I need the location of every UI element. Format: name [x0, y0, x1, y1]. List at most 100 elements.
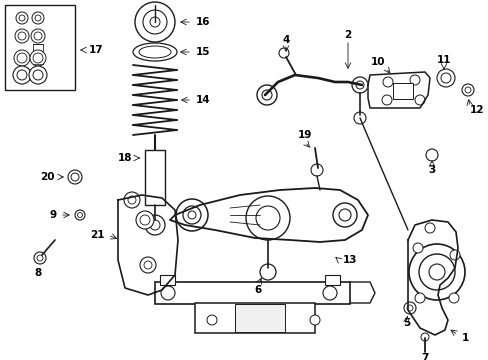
- Circle shape: [408, 244, 464, 300]
- Polygon shape: [407, 220, 457, 335]
- Circle shape: [414, 95, 424, 105]
- Circle shape: [128, 196, 136, 204]
- Circle shape: [183, 206, 201, 224]
- Circle shape: [309, 315, 319, 325]
- Circle shape: [245, 196, 289, 240]
- Circle shape: [461, 84, 473, 96]
- Text: 17: 17: [89, 45, 103, 55]
- Circle shape: [135, 2, 175, 42]
- Text: 20: 20: [41, 172, 55, 182]
- Bar: [235, 304, 285, 332]
- Circle shape: [145, 215, 164, 235]
- Circle shape: [353, 112, 365, 124]
- Circle shape: [436, 69, 454, 87]
- Circle shape: [448, 293, 458, 303]
- Circle shape: [30, 50, 46, 66]
- Circle shape: [68, 170, 82, 184]
- Circle shape: [381, 95, 391, 105]
- Circle shape: [15, 29, 29, 43]
- Circle shape: [75, 210, 85, 220]
- Circle shape: [187, 211, 196, 219]
- Circle shape: [176, 199, 207, 231]
- Text: 3: 3: [427, 165, 435, 175]
- Text: 19: 19: [297, 130, 311, 140]
- Circle shape: [412, 243, 422, 253]
- Text: 21: 21: [90, 230, 105, 240]
- Bar: [5, 5, 75, 90]
- Circle shape: [150, 220, 160, 230]
- Circle shape: [16, 12, 28, 24]
- Circle shape: [34, 252, 46, 264]
- Text: 6: 6: [254, 285, 261, 295]
- Circle shape: [260, 264, 275, 280]
- Text: 14: 14: [196, 95, 210, 105]
- Circle shape: [14, 50, 30, 66]
- Circle shape: [382, 77, 392, 87]
- Circle shape: [257, 85, 276, 105]
- Circle shape: [19, 15, 25, 21]
- Circle shape: [140, 257, 156, 273]
- Bar: [160, 275, 175, 285]
- Circle shape: [71, 173, 79, 181]
- Bar: [145, 150, 164, 205]
- Circle shape: [310, 164, 323, 176]
- Circle shape: [440, 73, 450, 83]
- Polygon shape: [367, 72, 429, 108]
- Circle shape: [323, 286, 336, 300]
- Circle shape: [136, 211, 154, 229]
- Circle shape: [33, 53, 43, 63]
- Circle shape: [34, 32, 42, 40]
- Circle shape: [425, 149, 437, 161]
- Circle shape: [409, 75, 419, 85]
- Circle shape: [31, 29, 45, 43]
- Circle shape: [355, 81, 363, 89]
- Circle shape: [414, 293, 424, 303]
- Circle shape: [418, 254, 454, 290]
- Text: 16: 16: [196, 17, 210, 27]
- Circle shape: [332, 203, 356, 227]
- Text: 13: 13: [342, 255, 357, 265]
- Circle shape: [140, 215, 150, 225]
- Text: 11: 11: [436, 55, 450, 65]
- Text: 4: 4: [282, 35, 289, 45]
- Circle shape: [17, 70, 27, 80]
- Polygon shape: [170, 188, 367, 242]
- Circle shape: [406, 305, 412, 311]
- Circle shape: [464, 87, 470, 93]
- Circle shape: [161, 286, 175, 300]
- Bar: [155, 282, 349, 304]
- Text: 10: 10: [370, 57, 385, 67]
- Text: 2: 2: [344, 30, 351, 40]
- Text: 5: 5: [403, 318, 410, 328]
- Circle shape: [206, 315, 217, 325]
- Circle shape: [403, 302, 415, 314]
- Bar: [33, 44, 43, 64]
- Circle shape: [33, 70, 43, 80]
- Circle shape: [279, 48, 288, 58]
- Circle shape: [256, 206, 280, 230]
- Circle shape: [420, 333, 428, 341]
- Text: 7: 7: [421, 353, 428, 360]
- Circle shape: [124, 192, 140, 208]
- Ellipse shape: [133, 43, 177, 61]
- Text: 1: 1: [461, 333, 468, 343]
- Bar: [392, 83, 412, 99]
- Circle shape: [262, 90, 271, 100]
- Circle shape: [13, 66, 31, 84]
- Bar: [325, 275, 339, 285]
- Circle shape: [35, 15, 41, 21]
- Ellipse shape: [139, 46, 171, 58]
- Text: 15: 15: [196, 47, 210, 57]
- Circle shape: [424, 223, 434, 233]
- Circle shape: [17, 53, 27, 63]
- Circle shape: [18, 32, 26, 40]
- Circle shape: [29, 66, 47, 84]
- Circle shape: [142, 10, 167, 34]
- Text: 8: 8: [34, 268, 41, 278]
- Circle shape: [143, 261, 152, 269]
- Text: 12: 12: [469, 105, 484, 115]
- Bar: [195, 303, 314, 333]
- Circle shape: [449, 250, 459, 260]
- Circle shape: [351, 77, 367, 93]
- Circle shape: [150, 17, 160, 27]
